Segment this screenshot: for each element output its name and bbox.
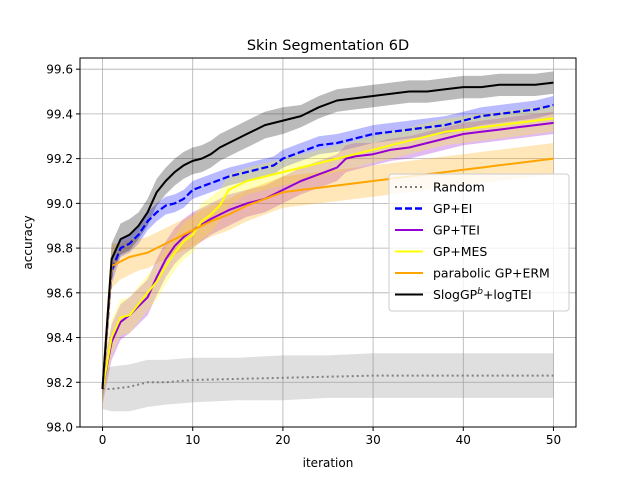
band-sloggp-b-logtei xyxy=(102,71,554,405)
y-tick-label: 98.6 xyxy=(46,286,73,300)
line-gp-tei xyxy=(101,121,554,390)
y-tick-label: 98.0 xyxy=(46,421,73,435)
y-tick-label: 98.2 xyxy=(46,376,73,390)
legend-entry: SlogGPb+logTEI xyxy=(433,287,532,302)
x-tick-label: 50 xyxy=(546,433,561,447)
y-axis-label: accuracy xyxy=(21,215,35,269)
band-gp-mes xyxy=(102,105,554,405)
plot-frame xyxy=(79,57,577,428)
legend-box xyxy=(388,173,570,312)
y-axis-ticks: 98.0 98.2 98.4 98.6 98.8 99.0 99.2 99.4 99.6 xyxy=(46,63,80,435)
line-gp-mes xyxy=(101,117,554,390)
series-lines xyxy=(101,81,554,390)
legend-entry: GP+TEI xyxy=(433,223,480,238)
line-sloggp-b-logtei xyxy=(101,81,554,390)
x-axis-ticks: 0 10 20 30 40 50 xyxy=(99,427,561,447)
line-parabolic-gp-erm xyxy=(101,157,554,390)
y-tick-label: 98.8 xyxy=(46,242,73,256)
line-gp-ei xyxy=(101,103,554,390)
y-tick-label: 99.6 xyxy=(46,63,73,77)
chart-title: Skin Segmentation 6D xyxy=(247,38,409,54)
y-tick-label: 99.2 xyxy=(46,152,73,166)
line-random xyxy=(102,374,554,390)
y-tick-label: 99.0 xyxy=(46,197,73,211)
y-tick-label: 99.4 xyxy=(46,107,73,121)
x-tick-label: 20 xyxy=(275,433,290,447)
x-tick-label: 10 xyxy=(185,433,200,447)
x-tick-label: 0 xyxy=(99,433,107,447)
x-tick-label: 40 xyxy=(456,433,471,447)
legend-entry: GP+EI xyxy=(433,201,472,216)
legend-entry: GP+MES xyxy=(433,244,487,259)
y-tick-label: 98.4 xyxy=(46,331,73,345)
x-axis-label: iteration xyxy=(303,456,354,470)
legend: Random GP+EI GP+TEI GP+MES parabolic GP+ERM S… xyxy=(388,173,570,312)
x-tick-label: 30 xyxy=(365,433,380,447)
band-random xyxy=(102,353,554,412)
legend-entry: parabolic GP+ERM xyxy=(433,266,550,281)
legend-entry: Random xyxy=(433,180,485,195)
